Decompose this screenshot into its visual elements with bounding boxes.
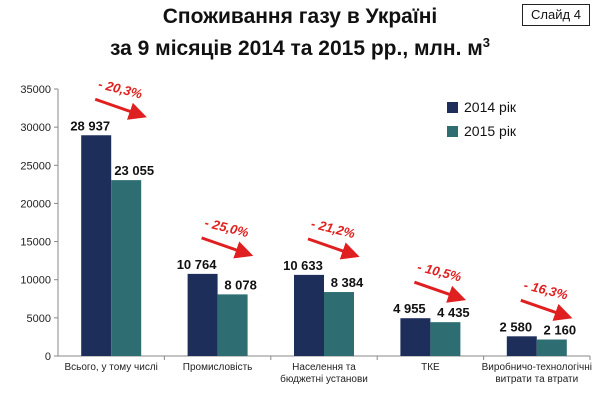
slide-number-badge: Слайд 4 xyxy=(522,4,590,26)
x-tick-label: Населення та xyxy=(292,362,356,373)
change-percent-label: - 21,2% xyxy=(310,216,358,241)
bar-2015 xyxy=(111,180,142,356)
y-tick-label: 15000 xyxy=(20,237,51,249)
y-tick-label: 25000 xyxy=(20,160,51,172)
x-tick-label: витрати та втрати xyxy=(495,374,578,385)
bar-2015 xyxy=(536,339,567,356)
chart-title-line-2: за 9 місяців 2014 та 2015 рр., млн. м3 xyxy=(0,30,600,62)
bar-2014 xyxy=(506,336,537,356)
x-tick-label: Всього, у тому числі xyxy=(64,362,157,373)
x-tick-label: Промисловість xyxy=(183,362,253,373)
change-percent-label: - 10,5% xyxy=(416,259,464,284)
data-label: 2 160 xyxy=(544,323,577,338)
bar-2014 xyxy=(294,274,324,356)
change-arrow xyxy=(94,97,147,120)
data-label: 23 055 xyxy=(114,163,154,178)
data-label: 8 078 xyxy=(224,277,257,292)
chart-bars xyxy=(81,135,567,356)
data-label: 28 937 xyxy=(70,118,110,133)
chart-title: Споживання газу в Україні за 9 місяців 2… xyxy=(0,4,600,62)
data-label: 4 435 xyxy=(437,305,470,320)
x-tick-label: бюджетні установи xyxy=(280,373,368,385)
y-tick-label: 35000 xyxy=(20,84,51,96)
data-label: 2 580 xyxy=(500,319,533,334)
bar-2014 xyxy=(81,135,112,356)
bar-2015 xyxy=(430,322,461,356)
y-tick-label: 0 xyxy=(45,351,51,363)
change-arrow xyxy=(413,280,467,303)
change-percent-label: - 25,0% xyxy=(203,215,251,240)
legend-swatch xyxy=(447,126,458,137)
chart-legend: 2014 рік 2015 рік xyxy=(447,99,517,139)
change-arrow xyxy=(307,237,360,260)
chart-axes: 0 5000 10000 15000 20000 25000 30000 35000 Всьог… xyxy=(20,84,592,385)
chart-title-line-1: Споживання газу в Україні xyxy=(162,5,438,28)
chart-title-line-2-text: за 9 місяців 2014 та 2015 рр., млн. м xyxy=(109,37,483,60)
change-arrow xyxy=(520,298,573,321)
data-label: 8 384 xyxy=(331,275,364,290)
chart-title-superscript: 3 xyxy=(482,35,491,50)
y-tick-label: 30000 xyxy=(20,122,51,134)
data-label: 10 633 xyxy=(283,258,323,273)
bar-2015 xyxy=(217,294,248,356)
y-tick-label: 5000 xyxy=(27,313,51,325)
bar-2015 xyxy=(324,292,354,356)
y-tick-label: 20000 xyxy=(20,198,51,210)
data-label: 4 955 xyxy=(393,301,426,316)
bar-2014 xyxy=(400,318,431,356)
y-tick-label: 10000 xyxy=(20,275,51,287)
change-percent-label: - 16,3% xyxy=(522,277,570,302)
bar-2014 xyxy=(187,273,218,356)
data-label: 10 764 xyxy=(177,257,218,272)
change-percent-label: - 20,3% xyxy=(97,76,145,101)
legend-label: 2015 рік xyxy=(464,123,517,139)
change-arrow xyxy=(201,236,254,259)
x-tick-label: ТКЕ xyxy=(421,362,440,373)
x-tick-label: Виробничо-технологічні xyxy=(482,361,592,373)
legend-swatch xyxy=(447,102,458,113)
chart-data-labels: 28 937 23 055 10 764 8 078 10 633 8 384 4 955 4… xyxy=(70,118,576,337)
legend-label: 2014 рік xyxy=(464,99,517,115)
